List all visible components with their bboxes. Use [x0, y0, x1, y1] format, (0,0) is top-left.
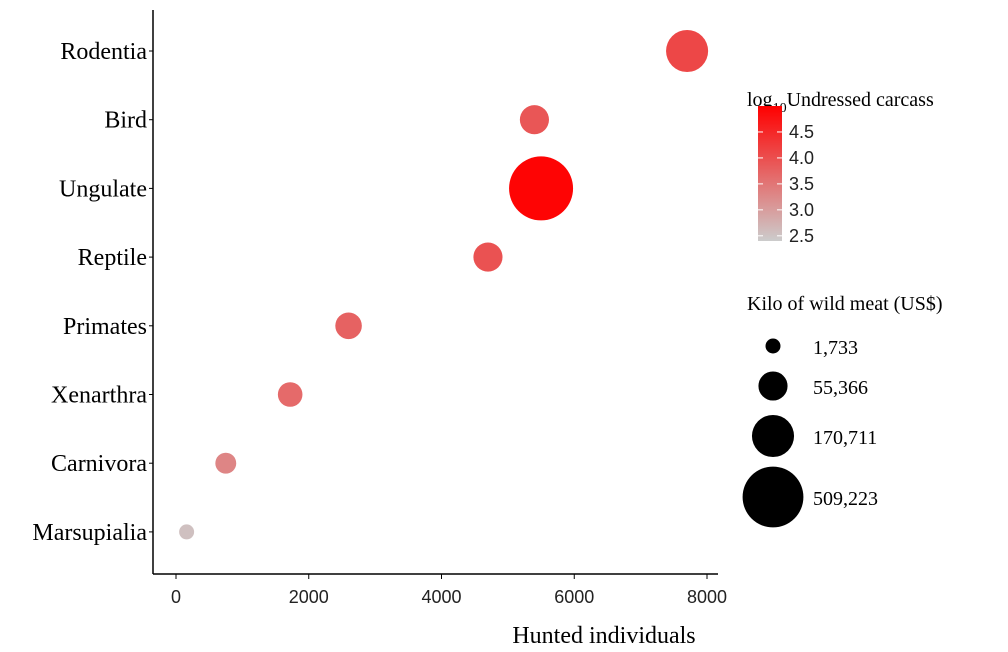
- y-tick-label-xenarthra: Xenarthra: [51, 383, 147, 409]
- point-carnivora: [215, 452, 237, 474]
- x-tick-label-0: 0: [171, 587, 181, 607]
- x-axis-ticks: 0 2000 4000 6000 8000: [171, 574, 727, 607]
- color-legend-title: log10Undressed carcass: [747, 89, 934, 116]
- y-axis-categories: Rodentia Bird Ungulate Reptile Primates Xenar…: [32, 39, 153, 546]
- x-tick-label-4000: 4000: [421, 587, 461, 607]
- y-tick-label-ungulate: Ungulate: [59, 176, 147, 202]
- point-primates: [335, 312, 362, 340]
- colorbar-label-1: 3.0: [789, 200, 814, 220]
- point-ungulate: [509, 156, 574, 221]
- x-tick-label-6000: 6000: [554, 587, 594, 607]
- size-key-label-2: 170,711: [813, 427, 877, 449]
- point-reptile: [473, 242, 503, 272]
- color-legend: log10Undressed carcass 2.5 3.0 3.5 4.0 4.5: [747, 89, 934, 246]
- colorbar-label-2: 3.5: [789, 174, 814, 194]
- size-key-circle-2: [751, 414, 795, 458]
- point-rodentia: [666, 29, 709, 73]
- size-legend-keys: 1,733 55,366 170,711 509,223: [742, 337, 878, 528]
- x-axis-title: Hunted individuals: [512, 623, 695, 649]
- size-legend-title: Kilo of wild meat (US$): [747, 293, 943, 315]
- y-tick-label-reptile: Reptile: [78, 245, 147, 271]
- colorbar-ticks: 2.5 3.0 3.5 4.0 4.5: [758, 122, 814, 246]
- x-tick-label-8000: 8000: [687, 587, 727, 607]
- data-points: [179, 29, 709, 540]
- size-key-circle-3: [742, 466, 804, 528]
- size-key-circle-0: [765, 338, 781, 354]
- color-legend-title-rest: Undressed carcass: [787, 89, 934, 111]
- point-marsupialia: [179, 524, 195, 540]
- plot-area: Rodentia Bird Ungulate Reptile Primates Xenar…: [32, 10, 727, 649]
- x-tick-label-2000: 2000: [289, 587, 329, 607]
- point-bird: [519, 105, 549, 135]
- colorbar-label-0: 2.5: [789, 226, 814, 246]
- colorbar-label-4: 4.5: [789, 122, 814, 142]
- color-legend-title-log: log: [747, 89, 773, 111]
- point-xenarthra: [277, 382, 303, 407]
- size-key-label-3: 509,223: [813, 488, 878, 510]
- y-tick-label-bird: Bird: [104, 108, 147, 134]
- size-key-circle-1: [758, 371, 788, 401]
- colorbar-label-3: 4.0: [789, 148, 814, 168]
- y-tick-label-marsupialia: Marsupialia: [32, 520, 147, 546]
- y-tick-label-carnivora: Carnivora: [51, 451, 147, 477]
- size-key-label-0: 1,733: [813, 337, 858, 359]
- size-key-label-1: 55,366: [813, 377, 868, 399]
- size-legend: Kilo of wild meat (US$) 1,733 55,366 170,7…: [742, 293, 943, 528]
- colorbar: [758, 106, 782, 241]
- y-tick-label-primates: Primates: [63, 314, 147, 340]
- y-tick-label-rodentia: Rodentia: [60, 39, 147, 65]
